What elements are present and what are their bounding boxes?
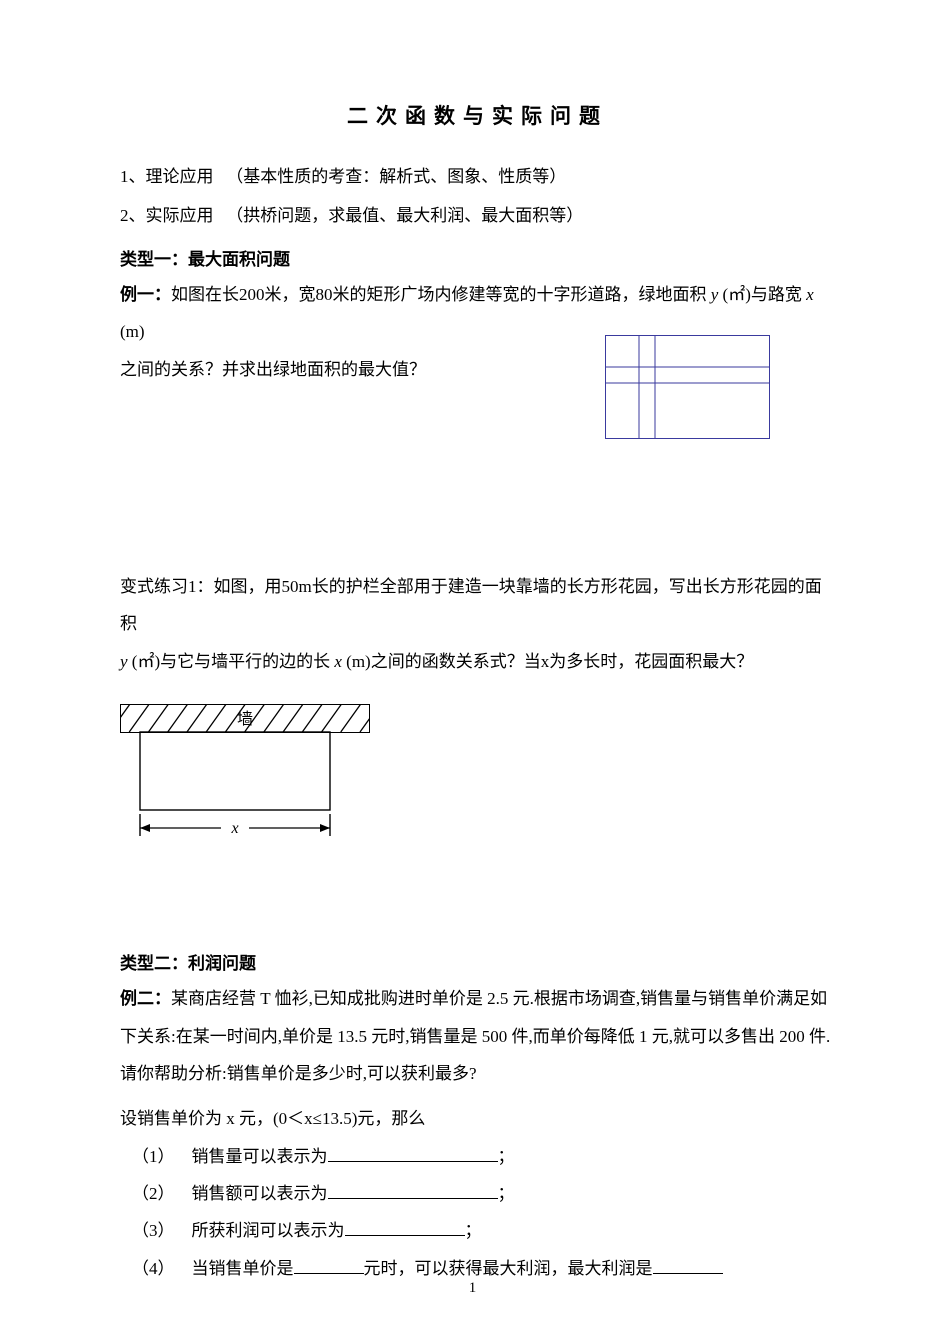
type2-heading: 类型二：利润问题 bbox=[120, 949, 835, 974]
svg-text:x: x bbox=[230, 820, 238, 837]
item-4-text-b: 元时，可以获得最大利润，最大利润是 bbox=[364, 1259, 653, 1278]
variant1-b: (m)之间的函数关系式？当x为多长时，花园面积最大？ bbox=[342, 652, 753, 671]
intro-2-label: 2、实际应用 bbox=[120, 206, 214, 225]
ex1-var-x: x bbox=[806, 285, 814, 304]
item-1-num: （1） bbox=[132, 1147, 175, 1166]
ex1-text-a: 如图在长200米，宽80米的矩形广场内修建等宽的十字形道路，绿地面积 bbox=[171, 285, 711, 304]
variant-1-line1: 变式练习1：如图，用50m长的护栏全部用于建造一块靠墙的长方形花园，写出长方形花… bbox=[120, 568, 835, 643]
variant-1-line2: y (㎡)与它与墙平行的边的长 x (m)之间的函数关系式？当x为多长时，花园面… bbox=[120, 643, 835, 680]
ex2-line2: 下关系:在某一时间内,单价是 13.5 元时,销售量是 500 件,而单价每降低… bbox=[120, 1018, 835, 1055]
blank-4a bbox=[294, 1257, 364, 1274]
figure-cross-road bbox=[605, 335, 770, 444]
variant1-mid: (㎡)与它与墙平行的边的长 bbox=[128, 652, 335, 671]
item-3: （3） 所获利润可以表示为； bbox=[120, 1212, 835, 1249]
ex1-unit-y: (㎡)与路宽 bbox=[718, 285, 806, 304]
type1-heading: 类型一：最大面积问题 bbox=[120, 245, 835, 270]
ex1-label: 例一： bbox=[120, 285, 171, 304]
item-2-num: （2） bbox=[132, 1184, 175, 1203]
figure-wall-garden: 墙x bbox=[120, 704, 835, 849]
intro-line-2: 2、实际应用 （拱桥问题，求最值、最大利润、最大面积等） bbox=[120, 197, 835, 234]
example-2: 例二：某商店经营 T 恤衫,已知成批购进时单价是 2.5 元.根据市场调查,销售… bbox=[120, 980, 835, 1017]
ex1-unit-x: (m) bbox=[120, 322, 145, 341]
intro-1-label: 1、理论应用 bbox=[120, 167, 214, 186]
intro-1-rest: （基本性质的考查：解析式、图象、性质等） bbox=[226, 167, 566, 186]
page-number: 1 bbox=[0, 1280, 945, 1297]
blank-4b bbox=[653, 1257, 723, 1274]
svg-text:墙: 墙 bbox=[237, 710, 253, 728]
item-4-text-a: 当销售单价是 bbox=[192, 1259, 294, 1278]
ex2-setup: 设销售单价为 x 元，(0＜x≤13.5)元，那么 bbox=[120, 1100, 835, 1137]
page-title: 二次函数与实际问题 bbox=[120, 100, 835, 130]
ex2-line3: 请你帮助分析:销售单价是多少时,可以获利最多? bbox=[120, 1055, 835, 1092]
blank-2 bbox=[328, 1182, 498, 1199]
cross-road-svg bbox=[605, 335, 770, 439]
item-4-num: （4） bbox=[132, 1259, 175, 1278]
intro-2-rest: （拱桥问题，求最值、最大利润、最大面积等） bbox=[226, 206, 583, 225]
item-3-text: 所获利润可以表示为 bbox=[192, 1221, 345, 1240]
blank-1 bbox=[328, 1145, 498, 1162]
wall-garden-svg: 墙x bbox=[120, 704, 370, 844]
variant1-var-y: y bbox=[120, 652, 128, 671]
blank-3 bbox=[345, 1219, 465, 1236]
item-3-num: （3） bbox=[132, 1221, 175, 1240]
item-2-text: 销售额可以表示为 bbox=[192, 1184, 328, 1203]
item-2: （2） 销售额可以表示为； bbox=[120, 1175, 835, 1212]
item-1-text: 销售量可以表示为 bbox=[192, 1147, 328, 1166]
ex2-label: 例二： bbox=[120, 989, 171, 1008]
variant1-var-x: x bbox=[334, 652, 342, 671]
intro-line-1: 1、理论应用 （基本性质的考查：解析式、图象、性质等） bbox=[120, 158, 835, 195]
item-1: （1） 销售量可以表示为； bbox=[120, 1138, 835, 1175]
ex2-line1: 某商店经营 T 恤衫,已知成批购进时单价是 2.5 元.根据市场调查,销售量与销… bbox=[171, 989, 827, 1008]
